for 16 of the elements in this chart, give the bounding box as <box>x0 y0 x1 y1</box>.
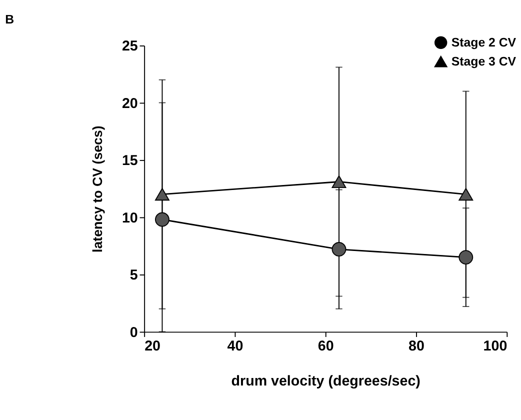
y-tick-label: 20 <box>122 96 138 112</box>
y-tick-label: 10 <box>122 210 138 226</box>
y-tick-label: 15 <box>122 153 138 170</box>
y-tick-label: 5 <box>130 268 138 284</box>
y-axis-title: latency to CV (secs) <box>90 126 105 252</box>
y-tick-label: 0 <box>130 324 138 341</box>
x-tick-label: 20 <box>144 338 161 354</box>
y-tick-label: 25 <box>122 38 138 55</box>
text: B <box>5 12 14 27</box>
x-tick-label: 40 <box>227 338 244 354</box>
x-axis-title: drum velocity (degrees/sec) <box>231 374 421 390</box>
x-tick-label: 60 <box>318 338 334 354</box>
legend-label: Stage 2 CV <box>451 35 517 50</box>
x-tick-label: 100 <box>483 338 508 354</box>
x-tick-label: 80 <box>408 338 425 354</box>
legend-label: Stage 3 CV <box>451 54 517 68</box>
